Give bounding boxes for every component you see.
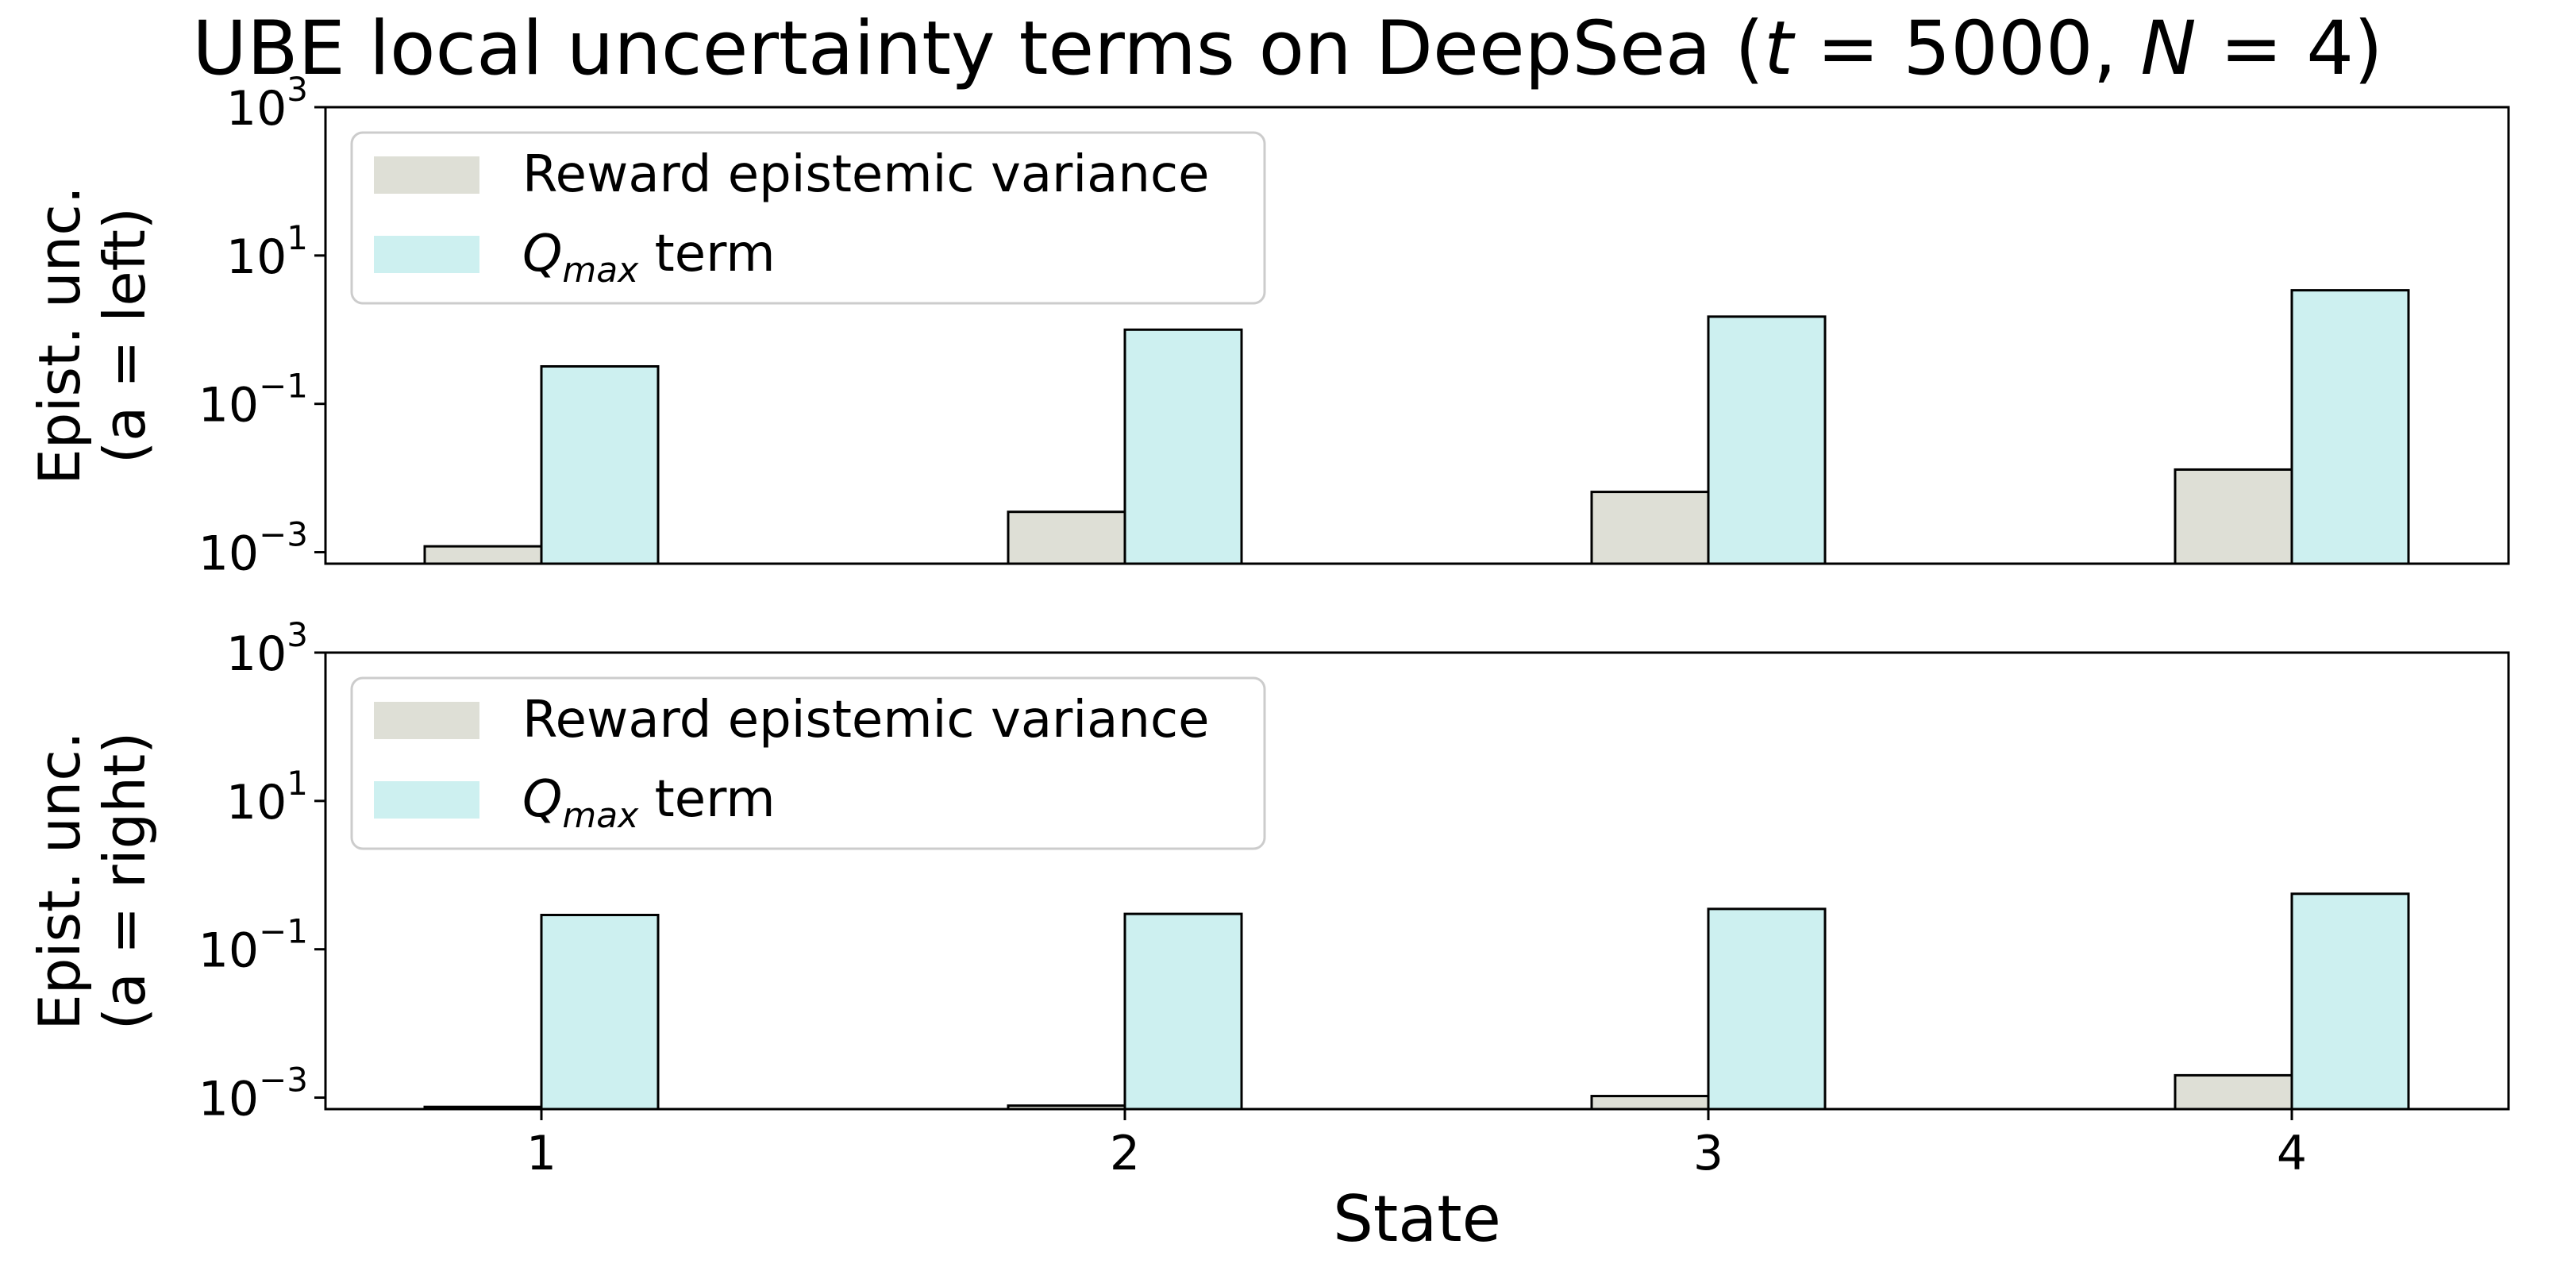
x-tick-label: 3 [1693, 1126, 1723, 1181]
bar-qmax-state-3 [1707, 907, 1827, 1111]
bar-qmax-state-3 [1707, 315, 1827, 565]
bar-qmax-state-4 [2290, 289, 2410, 565]
bar-qmax-state-2 [1123, 912, 1243, 1111]
y-axis-label: Epist. unc.(a = left) [26, 186, 158, 484]
y-tick-label: 10−3 [198, 515, 308, 582]
bar-qmax-state-1 [540, 913, 660, 1111]
panel-left-action: 103 101 10−1 10−3 Epist. unc.(a = left) Rewar… [26, 70, 2510, 582]
legend-label-reward: Reward epistemic variance [522, 145, 1209, 204]
x-tick-label: 1 [526, 1126, 556, 1181]
legend-label-reward: Reward epistemic variance [522, 691, 1209, 749]
y-tick-label: 10−1 [198, 367, 308, 433]
x-tick-label: 2 [1110, 1126, 1140, 1181]
chart-title: UBE local uncertainty terms on DeepSea (… [192, 6, 2382, 92]
y-axis-label: Epist. unc.(a = right) [26, 731, 158, 1030]
bar-reward-state-4 [2174, 1073, 2293, 1111]
axes-frame [324, 106, 2510, 565]
y-tick-label: 103 [226, 70, 308, 137]
legend: Reward epistemic variance Qmax term [350, 131, 1266, 305]
legend-label-qmax: Qmax term [522, 225, 776, 291]
y-tick-label: 101 [226, 764, 308, 830]
x-axis-ticks: 1 2 3 4 [526, 1109, 2307, 1181]
bar-qmax-state-2 [1123, 328, 1243, 565]
bar-qmax-state-4 [2290, 892, 2410, 1111]
bar-reward-state-4 [2174, 468, 2293, 565]
legend-swatch-qmax [374, 781, 479, 819]
y-tick-label: 101 [226, 218, 308, 285]
bar-reward-state-3 [1590, 1095, 1710, 1111]
bar-reward-state-3 [1590, 491, 1710, 565]
legend-label-qmax: Qmax term [522, 770, 776, 836]
y-tick-label: 10−1 [198, 912, 308, 979]
axes-frame [324, 651, 2510, 1111]
legend: Reward epistemic variance Qmax term [350, 676, 1266, 850]
legend-swatch-reward [374, 156, 479, 194]
legend-frame [350, 676, 1266, 850]
bar-reward-state-2 [1007, 510, 1126, 565]
legend-swatch-qmax [374, 236, 479, 273]
y-tick-label: 103 [226, 615, 308, 682]
bar-qmax-state-1 [540, 364, 660, 565]
y-tick-label: 10−3 [198, 1061, 308, 1127]
bar-reward-state-1 [423, 545, 543, 565]
panel-right-action: 103 101 10−1 10−3 Epist. unc.(a = right) Rewa… [26, 615, 2510, 1127]
x-axis-label: State [1333, 1182, 1501, 1256]
legend-swatch-reward [374, 702, 479, 739]
x-tick-label: 4 [2277, 1126, 2307, 1181]
panels: 103 101 10−1 10−3 Epist. unc.(a = left) Rewar… [26, 70, 2510, 1127]
legend-frame [350, 131, 1266, 305]
